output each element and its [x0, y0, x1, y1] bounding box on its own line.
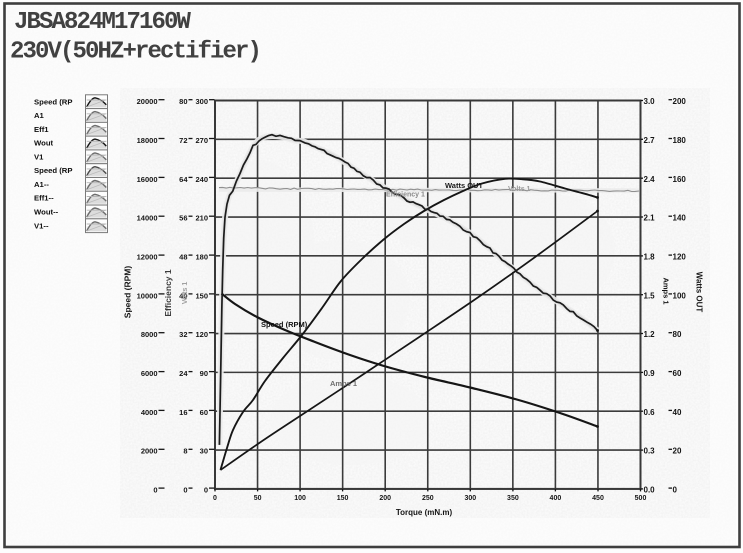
svg-text:50: 50 [254, 495, 262, 502]
svg-text:180: 180 [195, 253, 208, 262]
svg-text:A1--: A1-- [34, 180, 49, 189]
svg-text:72: 72 [179, 136, 187, 145]
svg-text:6000: 6000 [141, 369, 158, 378]
svg-text:1.2: 1.2 [644, 330, 656, 339]
svg-text:2.4: 2.4 [644, 175, 656, 184]
svg-text:60: 60 [673, 369, 682, 378]
svg-text:40: 40 [673, 408, 682, 417]
svg-text:500: 500 [635, 495, 647, 502]
svg-text:16000: 16000 [137, 175, 158, 184]
svg-text:Speed (RPM): Speed (RPM) [261, 320, 308, 329]
svg-text:150: 150 [195, 291, 208, 300]
svg-text:1.8: 1.8 [644, 253, 656, 262]
svg-text:24: 24 [179, 369, 188, 378]
svg-text:300: 300 [464, 495, 476, 502]
svg-text:Speed (RP: Speed (RP [34, 166, 72, 175]
svg-text:80: 80 [179, 97, 187, 106]
svg-text:450: 450 [592, 495, 604, 502]
svg-text:150: 150 [337, 495, 349, 502]
svg-text:Amps 1: Amps 1 [662, 277, 671, 304]
svg-text:0: 0 [204, 486, 208, 495]
svg-text:V1--: V1-- [34, 221, 49, 230]
svg-text:V1: V1 [34, 152, 44, 161]
svg-text:12000: 12000 [137, 253, 158, 262]
svg-text:120: 120 [195, 330, 208, 339]
svg-text:8: 8 [183, 447, 187, 456]
svg-text:2.7: 2.7 [644, 136, 656, 145]
svg-text:0: 0 [213, 495, 217, 502]
svg-text:200: 200 [379, 495, 391, 502]
svg-text:Efficiency 1: Efficiency 1 [386, 192, 425, 199]
svg-text:10000: 10000 [137, 291, 158, 300]
svg-text:240: 240 [195, 175, 208, 184]
svg-text:56: 56 [179, 214, 187, 223]
svg-text:120: 120 [673, 253, 687, 262]
svg-text:Watts OUT: Watts OUT [695, 272, 704, 313]
svg-text:0.0: 0.0 [644, 486, 656, 495]
svg-text:Watts OUT: Watts OUT [445, 181, 483, 190]
svg-text:2000: 2000 [141, 447, 158, 456]
svg-text:A1: A1 [34, 111, 45, 120]
svg-text:14000: 14000 [137, 214, 158, 223]
svg-text:60: 60 [200, 408, 208, 417]
svg-text:Eff1--: Eff1-- [34, 194, 54, 203]
svg-text:18000: 18000 [137, 136, 158, 145]
svg-text:160: 160 [673, 175, 687, 184]
svg-text:Torque (mN.m): Torque (mN.m) [396, 508, 453, 517]
svg-text:Efficiency 1: Efficiency 1 [163, 269, 173, 317]
svg-text:2.1: 2.1 [644, 214, 656, 223]
svg-text:400: 400 [550, 495, 562, 502]
svg-text:180: 180 [673, 136, 687, 145]
svg-text:250: 250 [422, 495, 434, 502]
svg-text:20000: 20000 [137, 97, 158, 106]
svg-text:Speed (RP: Speed (RP [34, 97, 72, 106]
svg-text:1.5: 1.5 [644, 291, 656, 300]
svg-text:Eff1: Eff1 [34, 125, 49, 134]
svg-text:0: 0 [183, 486, 187, 495]
svg-text:350: 350 [507, 495, 519, 502]
svg-text:0: 0 [673, 486, 678, 495]
svg-text:0.9: 0.9 [644, 369, 656, 378]
svg-text:Speed (RPM): Speed (RPM) [123, 266, 133, 319]
svg-text:Wout: Wout [34, 139, 54, 148]
svg-text:4000: 4000 [141, 408, 158, 417]
svg-text:3.0: 3.0 [644, 97, 656, 106]
svg-text:Volts 1: Volts 1 [182, 282, 189, 305]
svg-text:Amps 1: Amps 1 [330, 379, 357, 388]
svg-text:40: 40 [179, 291, 187, 300]
svg-text:210: 210 [195, 214, 208, 223]
svg-text:8000: 8000 [141, 330, 158, 339]
svg-text:Volts 1: Volts 1 [508, 186, 531, 193]
svg-text:200: 200 [673, 97, 687, 106]
svg-text:100: 100 [294, 495, 306, 502]
svg-text:140: 140 [673, 214, 687, 223]
svg-text:0.3: 0.3 [644, 447, 656, 456]
svg-text:64: 64 [179, 175, 188, 184]
svg-text:32: 32 [179, 330, 187, 339]
svg-text:90: 90 [200, 369, 208, 378]
svg-text:270: 270 [195, 136, 208, 145]
svg-text:0: 0 [153, 486, 157, 495]
svg-text:80: 80 [673, 330, 682, 339]
svg-text:300: 300 [195, 97, 208, 106]
svg-text:100: 100 [673, 291, 687, 300]
svg-text:48: 48 [179, 253, 187, 262]
svg-text:20: 20 [673, 447, 682, 456]
svg-text:30: 30 [200, 447, 208, 456]
svg-text:Wout--: Wout-- [34, 208, 59, 217]
svg-text:16: 16 [179, 408, 187, 417]
svg-text:0.6: 0.6 [644, 408, 656, 417]
